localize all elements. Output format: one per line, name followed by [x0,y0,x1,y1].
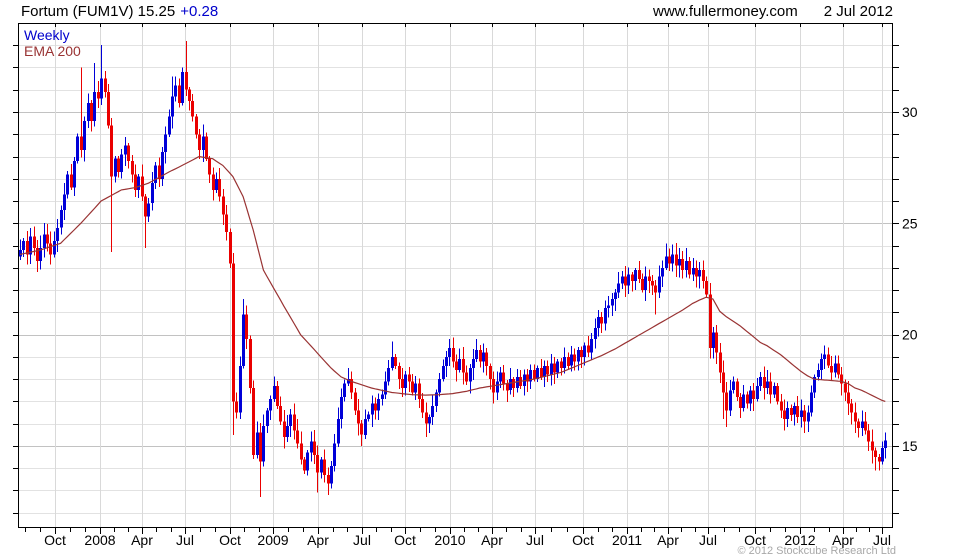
svg-text:2012: 2012 [784,532,815,548]
x-axis-labels: Oct 2008 Apr Jul Oct 2009 Apr Jul Oct 2010 Apr Jul O… [44,532,891,548]
svg-text:Jul: Jul [353,532,371,548]
gridlines [18,23,893,528]
svg-text:Oct: Oct [219,532,241,548]
instrument-name-price: Fortum (FUM1V) 15.25 [21,3,176,20]
svg-text:Apr: Apr [657,532,679,548]
y-axis-labels: 15 20 25 30 [902,104,918,454]
svg-text:2011: 2011 [612,532,642,548]
svg-text:2010: 2010 [434,532,465,548]
website-label: www.fullermoney.com [653,3,798,20]
svg-text:15: 15 [902,438,918,454]
svg-text:Apr: Apr [307,532,329,548]
date-label: 2 Jul 2012 [823,3,893,20]
svg-text:20: 20 [902,327,918,343]
svg-text:2009: 2009 [257,532,288,548]
svg-text:Apr: Apr [481,532,503,548]
header-right: www.fullermoney.com 2 Jul 2012 [653,3,893,20]
svg-text:Jul: Jul [176,532,194,548]
legend-ema-200: EMA 200 [24,43,81,59]
svg-text:Oct: Oct [744,532,766,548]
instrument-title: Fortum (FUM1V) 15.25 +0.28 [21,3,218,20]
candles [19,40,887,498]
svg-text:30: 30 [902,104,918,120]
svg-text:Apr: Apr [131,532,153,548]
svg-text:Jul: Jul [699,532,717,548]
price-change: +0.28 [180,3,219,20]
svg-text:Apr: Apr [832,532,854,548]
svg-text:Jul: Jul [873,532,891,548]
plot-border [18,23,893,528]
copyright-notice: © 2012 Stockcube Research Ltd [737,545,896,557]
legend-timeframe: Weekly [24,27,70,43]
svg-text:25: 25 [902,215,918,231]
ema-line [19,155,886,402]
svg-text:Jul: Jul [526,532,544,548]
plot-area: Oct 2008 Apr Jul Oct 2009 Apr Jul Oct 2010 Apr Jul O… [13,23,918,548]
svg-text:2008: 2008 [84,532,115,548]
svg-text:Oct: Oct [394,532,416,548]
svg-text:Oct: Oct [572,532,594,548]
axis-ticks [13,23,899,534]
svg-text:Oct: Oct [44,532,66,548]
